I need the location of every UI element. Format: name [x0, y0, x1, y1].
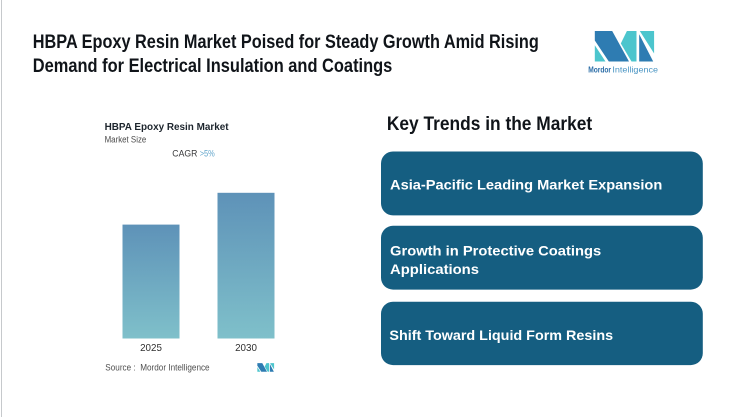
svg-text:CAGR: CAGR [172, 148, 197, 159]
svg-text:Source : Mordor Intelligence: Source : Mordor Intelligence [105, 362, 209, 372]
svg-text:HBPA Epoxy Resin Market: HBPA Epoxy Resin Market [105, 122, 230, 133]
svg-text:Intelligence: Intelligence [612, 65, 658, 75]
svg-text:Applications: Applications [390, 261, 479, 277]
svg-text:Shift Toward Liquid Form Resin: Shift Toward Liquid Form Resins [389, 327, 613, 343]
svg-text:Key Trends in the Market: Key Trends in the Market [387, 113, 593, 135]
svg-text:>5%: >5% [200, 148, 216, 159]
svg-text:2025: 2025 [140, 342, 162, 354]
svg-text:Demand for Electrical Insulati: Demand for Electrical Insulation and Coa… [33, 55, 393, 77]
svg-text:2030: 2030 [235, 342, 257, 354]
svg-text:Growth in Protective Coatings: Growth in Protective Coatings [390, 243, 601, 259]
svg-text:Market Size: Market Size [105, 135, 147, 145]
svg-text:HBPA Epoxy Resin Market Poised: HBPA Epoxy Resin Market Poised for Stead… [33, 31, 539, 53]
svg-text:Asia-Pacific Leading Market Ex: Asia-Pacific Leading Market Expansion [390, 176, 662, 192]
svg-text:Mordor: Mordor [588, 65, 611, 75]
